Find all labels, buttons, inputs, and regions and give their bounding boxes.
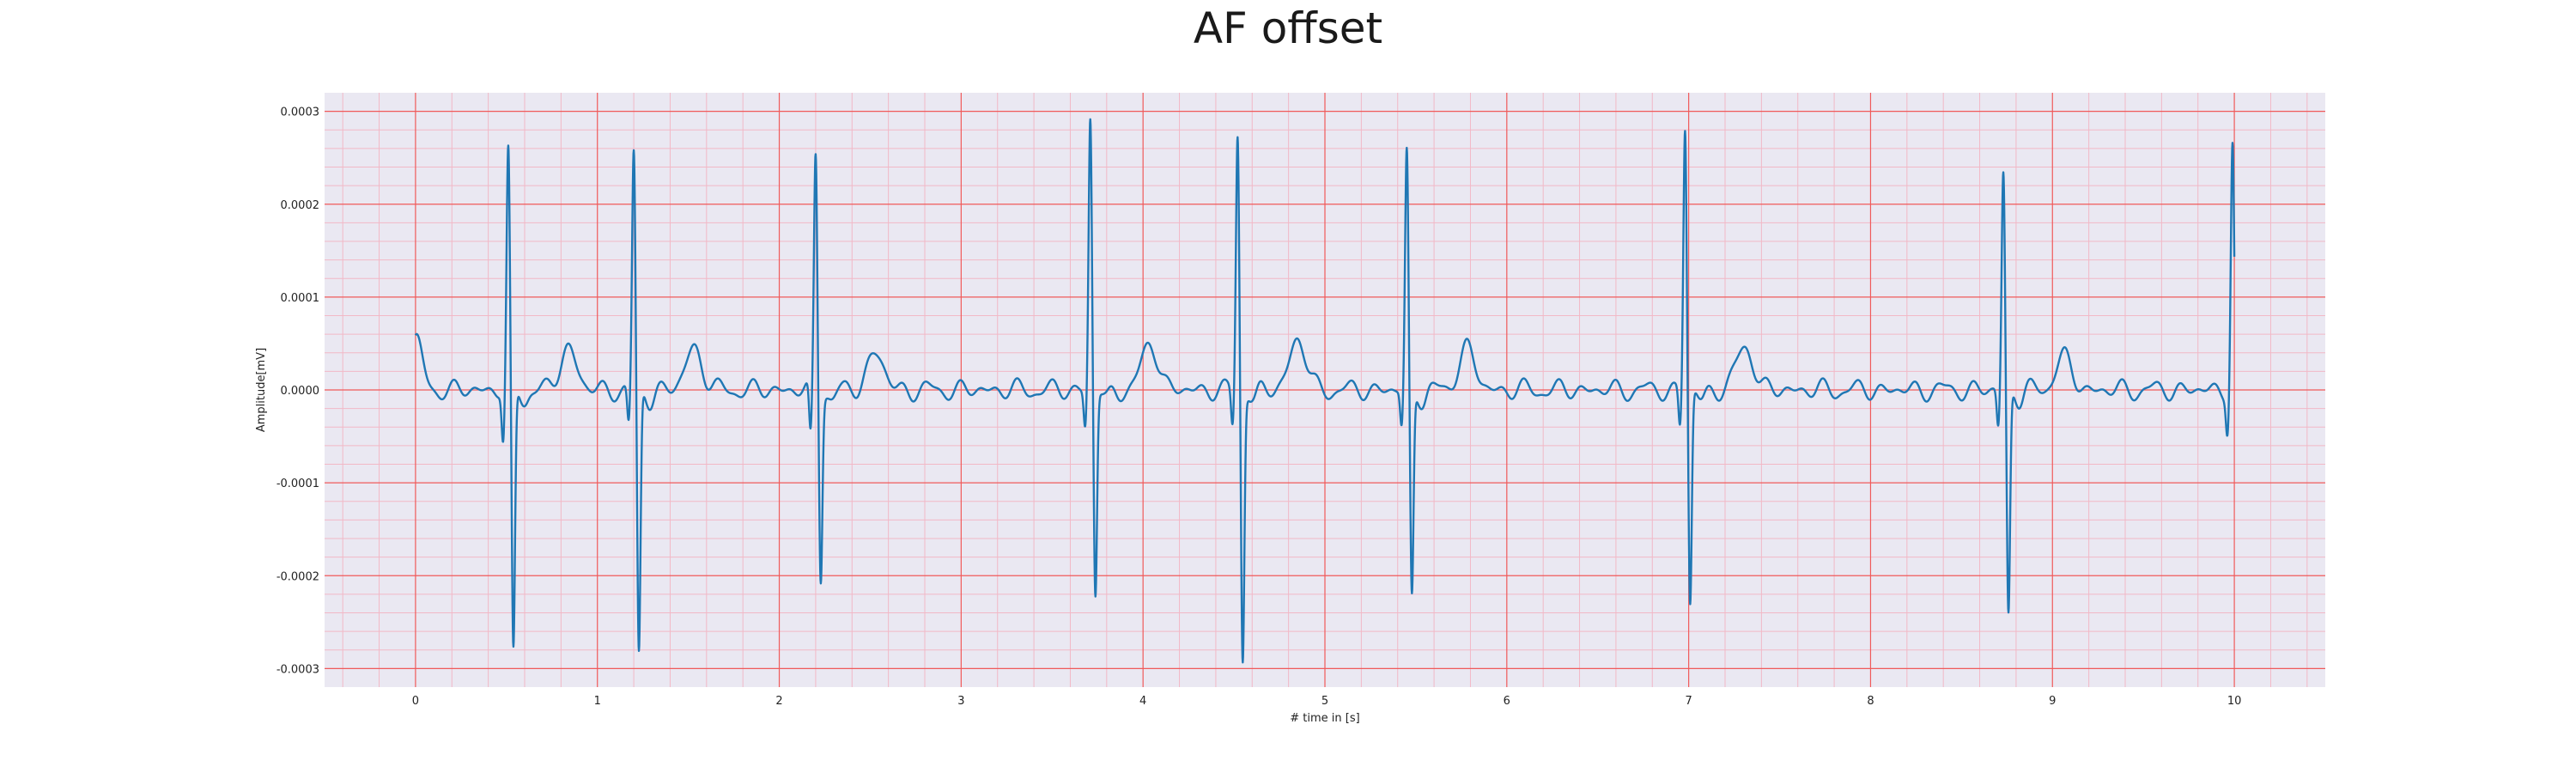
x-tick-label: 4 bbox=[1139, 695, 1146, 708]
x-tick-label: 3 bbox=[957, 695, 964, 708]
y-tick-label: 0.0000 bbox=[281, 385, 320, 398]
y-tick-label: 0.0002 bbox=[281, 199, 320, 212]
x-tick-label: 2 bbox=[775, 695, 782, 708]
x-tick-label: 8 bbox=[1867, 695, 1874, 708]
x-tick-label: 5 bbox=[1321, 695, 1328, 708]
x-axis-ticks: 0 1 2 3 4 5 6 7 8 9 10 bbox=[412, 695, 2242, 708]
y-axis-label: Amplitude[mV] bbox=[255, 348, 268, 432]
y-tick-label: -0.0003 bbox=[276, 663, 319, 676]
y-tick-label: -0.0001 bbox=[276, 478, 319, 490]
x-tick-label: 6 bbox=[1504, 695, 1510, 708]
ecg-series-line bbox=[414, 118, 2236, 664]
x-tick-label: 9 bbox=[2049, 695, 2056, 708]
x-tick-label: 10 bbox=[2227, 695, 2242, 708]
x-tick-label: 7 bbox=[1685, 695, 1692, 708]
x-tick-label: 0 bbox=[412, 695, 419, 708]
y-axis-ticks: 0.0003 0.0002 0.0001 0.0000 -0.0001 -0.0002 -0… bbox=[276, 107, 319, 677]
x-tick-label: 1 bbox=[594, 695, 601, 708]
y-tick-label: 0.0003 bbox=[281, 107, 320, 119]
chart-title: AF offset bbox=[1193, 3, 1383, 53]
x-axis-label: # time in [s] bbox=[1290, 712, 1359, 725]
y-tick-label: 0.0001 bbox=[281, 292, 320, 305]
y-tick-label: -0.0002 bbox=[276, 570, 319, 583]
